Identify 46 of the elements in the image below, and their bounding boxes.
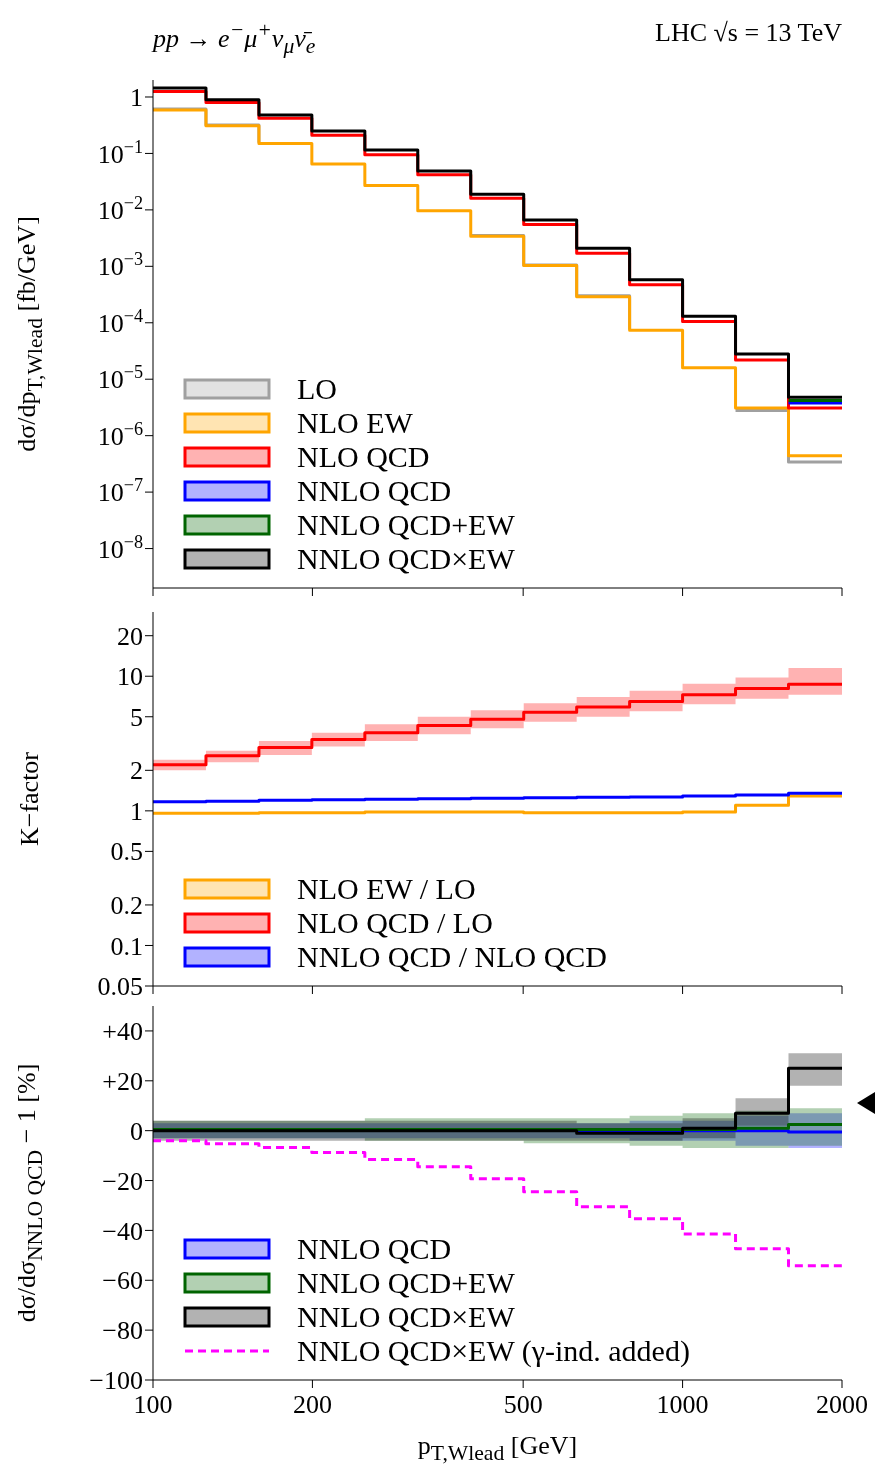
legend-label: NLO QCD / LO: [297, 906, 493, 940]
y-tick-label: 0.2: [110, 891, 143, 921]
legend-label: NLO QCD: [297, 440, 430, 474]
text: pp → e$^{−}$μ$^{+}$ν$_{μ}$ν̄$_{e}$: [153, 18, 316, 59]
x-tick-label: 200: [292, 1390, 332, 1420]
y-tick-label: +20: [102, 1066, 143, 1096]
y-tick-label: +40: [102, 1017, 143, 1047]
y-tick-label: 1: [130, 796, 143, 826]
legend-label: NNLO QCD×EW: [297, 542, 515, 576]
legend-label: NNLO QCD+EW: [297, 508, 515, 542]
legend-label: LO: [297, 372, 337, 406]
legend-label: NNLO QCD×EW (γ-ind. added): [297, 1334, 690, 1368]
x-axis-title: p$_{T,W}$$_{lead}$ [GeV]: [417, 1430, 578, 1466]
x-tick-label: 1000: [656, 1390, 709, 1420]
y-tick-label: 0.05: [97, 972, 143, 1002]
y-tick-label: 2: [130, 756, 143, 786]
text: LHC √s = 13 TeV: [655, 18, 842, 48]
y-tick-label: 10$^{−7}$: [97, 475, 143, 508]
y-tick-label: 0.5: [110, 837, 143, 867]
legend-label: NNLO QCD: [297, 1232, 452, 1266]
y-tick-label: 10$^{−6}$: [97, 418, 143, 451]
y-tick-label: 10$^{−4}$: [97, 305, 143, 338]
y-tick-label: −60: [102, 1266, 143, 1296]
y-tick-label: 10$^{−2}$: [97, 192, 143, 225]
y-tick-label: 10$^{−1}$: [97, 136, 143, 169]
y-tick-label: 0.1: [110, 931, 143, 961]
y-tick-label: 10$^{−5}$: [97, 362, 143, 395]
y-tick-label: −20: [102, 1166, 143, 1196]
legend-label: NNLO QCD+EW: [297, 1266, 515, 1300]
y-tick-label: 5: [130, 702, 143, 732]
legend-label: NLO EW: [297, 406, 413, 440]
legend-label: NNLO QCD×EW: [297, 1300, 515, 1334]
y-tick-label: −40: [102, 1216, 143, 1246]
y-tick-label: 20: [117, 621, 143, 651]
x-tick-label: 2000: [816, 1390, 868, 1420]
y-tick-label: 0: [130, 1116, 143, 1146]
y-tick-label: 1: [130, 83, 143, 113]
legend-label: NNLO QCD / NLO QCD: [297, 940, 607, 974]
x-tick-label: 500: [503, 1390, 543, 1420]
y-axis-title: K−factor: [15, 751, 45, 847]
y-tick-label: 10$^{−3}$: [97, 249, 143, 282]
y-tick-label: 10: [117, 662, 143, 692]
y-tick-label: 10$^{−8}$: [97, 531, 143, 564]
legend-label: NLO EW / LO: [297, 872, 476, 906]
legend-label: NNLO QCD: [297, 474, 452, 508]
y-tick-label: −80: [102, 1316, 143, 1346]
